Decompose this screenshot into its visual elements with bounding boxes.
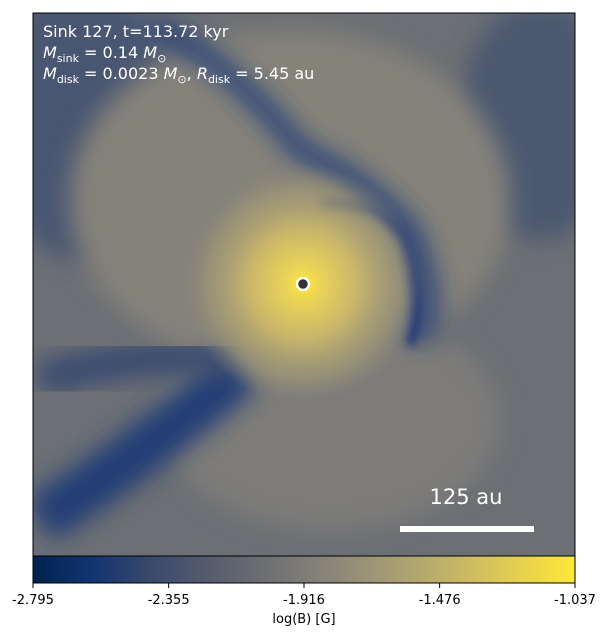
field-image — [33, 13, 575, 556]
annotation-part: = 0.14 — [79, 43, 143, 62]
annotation-part: M — [164, 64, 178, 83]
annotation-part: , — [187, 64, 197, 83]
annotation-part: Sink 127, t=113.72 kyr — [43, 22, 229, 41]
annotation-part: = 5.45 au — [230, 64, 314, 83]
annotation: Sink 127, t=113.72 kyr Msink = 0.14 M⊙ Mdi… — [43, 22, 314, 86]
colorbar-label: log(B) [G] — [272, 612, 335, 627]
colorbar — [32, 555, 576, 584]
colorbar-tick-label: -1.916 — [283, 593, 325, 608]
annotation-part: ⊙ — [177, 73, 186, 86]
colorbar-tick-label: -2.355 — [148, 593, 190, 608]
annotation-part: R — [197, 64, 208, 83]
scale-bar-label: 125 au — [430, 485, 503, 509]
colorbar-tick-label: -2.795 — [12, 593, 54, 608]
annotation-part: = 0.0023 — [79, 64, 164, 83]
annotation-part: M — [43, 43, 57, 62]
annotation-part: disk — [57, 73, 80, 86]
annotation-part: sink — [57, 52, 80, 65]
annotation-part: ⊙ — [157, 52, 166, 65]
colorbar-tick-label: -1.037 — [554, 593, 596, 608]
annotation-part: M — [143, 43, 157, 62]
annotation-part: disk — [208, 73, 231, 86]
colorbar-tick-label: -1.476 — [419, 593, 461, 608]
annotation-part: M — [43, 64, 57, 83]
